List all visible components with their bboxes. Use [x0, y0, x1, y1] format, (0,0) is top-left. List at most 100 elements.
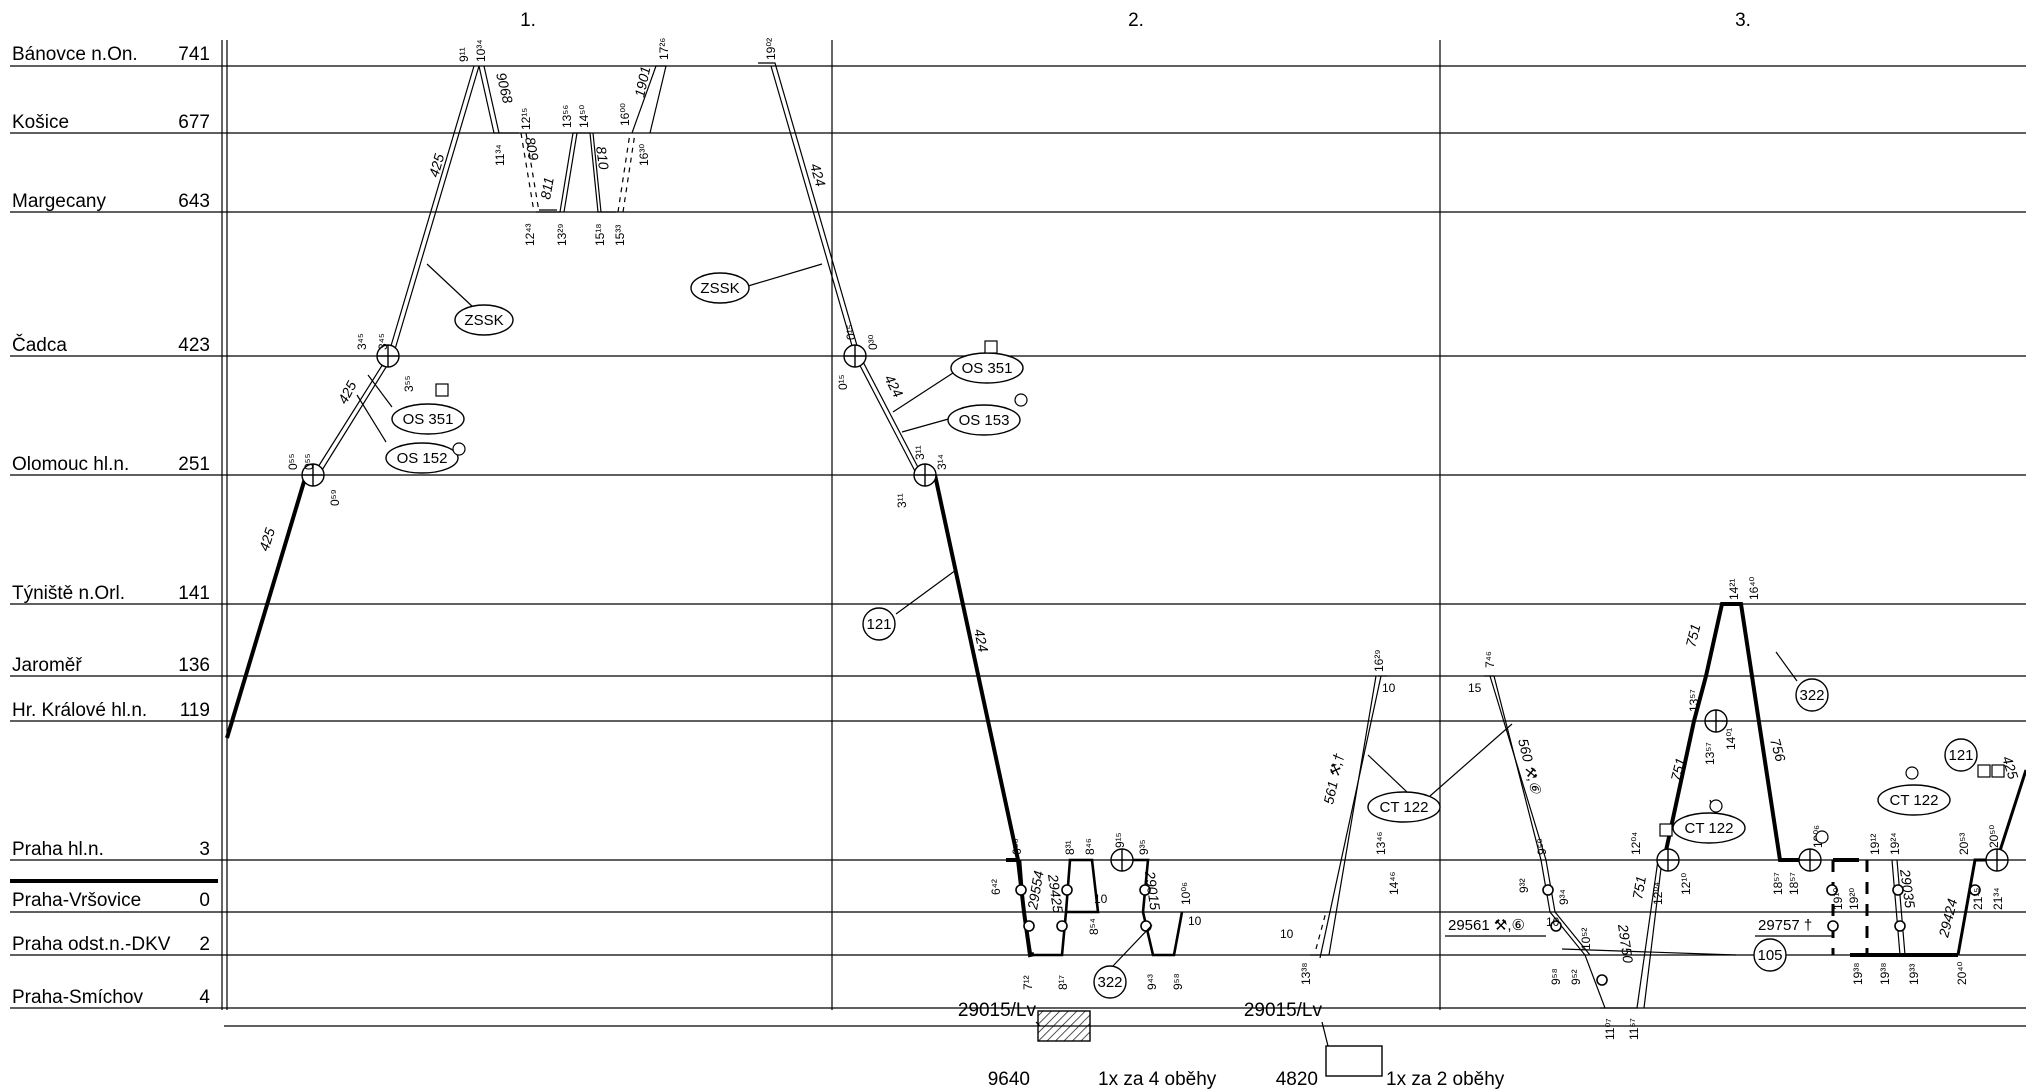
train-path-double: [1319, 675, 1382, 959]
time-label: 9¹¹: [457, 47, 471, 62]
station-km: 4: [199, 987, 210, 1008]
time-label: 8⁴⁶: [1083, 838, 1097, 855]
axis-lines: [221, 40, 1441, 1010]
train-path-bold: [1118, 858, 1184, 957]
time-label: 12⁰⁴: [1651, 882, 1665, 905]
bubble-label: 121: [866, 616, 891, 633]
station-name: Praha-Smíchov: [12, 987, 143, 1008]
bubble-label: CT 122: [1890, 792, 1939, 809]
time-label: 21¹⁵: [1971, 888, 1985, 910]
train-path-dashed: [617, 132, 631, 213]
train-number: 425: [426, 152, 448, 179]
station-name: Praha-Vršovice: [12, 890, 141, 911]
time-label: 9¹⁵: [1113, 832, 1127, 848]
time-label: 10: [1094, 892, 1108, 906]
day-headers: 1. 2. 3.: [520, 10, 1751, 31]
time-label: 9⁵⁸: [1171, 973, 1185, 990]
train-path-double: [1310, 675, 1377, 956]
train-number: 811: [537, 176, 557, 201]
train-path-double: [478, 65, 519, 134]
time-label: 14⁴⁶: [1387, 871, 1401, 895]
station-km: 677: [178, 112, 210, 133]
footer-train-ref: 29015/Lv: [958, 1000, 1037, 1021]
station-labels: Bánovce n.On. Košice Margecany Čadca Olo…: [12, 44, 210, 1008]
time-label: 9³⁴: [1557, 889, 1571, 905]
train-path-double: [758, 62, 923, 476]
time-label: 3¹¹: [913, 445, 927, 460]
footer-rule-text: 1x za 2 oběhy: [1386, 1069, 1505, 1090]
crossing-marks: [301, 344, 2009, 872]
station-name: Bánovce n.On.: [12, 44, 138, 65]
station-name: Praha odst.n.-DKV: [12, 934, 171, 955]
time-label: 10: [1188, 914, 1202, 928]
station-name: Týniště n.Orl.: [12, 583, 125, 604]
time-label: 16⁴⁰: [1747, 576, 1761, 600]
time-label: 13⁴⁶: [1374, 831, 1388, 855]
time-label: 19¹⁰: [1831, 888, 1845, 910]
bubble-label: OS 351: [962, 360, 1013, 377]
footer-count: 9640: [988, 1069, 1030, 1090]
bubble-label: 121: [1948, 747, 1973, 764]
bubble-label: ZSSK: [700, 280, 739, 297]
time-label: 0⁵⁵: [302, 453, 316, 470]
side-label: 29757 †: [1758, 917, 1812, 934]
station-km: 136: [178, 655, 210, 676]
train-number: 1901: [631, 65, 653, 99]
time-label: 0⁵⁹: [328, 489, 342, 506]
time-label: 20⁵³: [1957, 833, 1971, 855]
side-labels: 29561 ⚒,⑥ 29757 †: [1448, 917, 1812, 934]
time-label: 3⁴⁵: [376, 333, 390, 350]
time-label: 14⁵⁰: [577, 105, 591, 128]
train-number: 29035: [1897, 867, 1918, 909]
time-label: 0¹⁵: [844, 324, 858, 340]
train-number: 425: [256, 526, 279, 553]
train-path-double: [563, 132, 578, 213]
time-label: 10: [1280, 927, 1294, 941]
train-number: 29425: [1045, 872, 1066, 914]
time-label: 3¹⁴: [935, 454, 949, 470]
bubble-label: OS 153: [959, 412, 1010, 429]
train-number: 560 ⚒,⑥: [1515, 737, 1544, 797]
time-label: 16³⁰: [637, 144, 651, 166]
time-label: 3¹¹: [895, 493, 909, 508]
footer-connectors: [1035, 1021, 1329, 1047]
time-label: 19²⁰: [1847, 888, 1861, 910]
time-label: 9⁵⁸: [1549, 968, 1563, 985]
time-label: 17²⁶: [657, 38, 671, 60]
time-label: 10⁰⁶: [1179, 882, 1193, 905]
station-km: 3: [199, 839, 210, 860]
bubble-label: OS 152: [397, 450, 448, 467]
footer-rule-text: 1x za 4 oběhy: [1098, 1069, 1217, 1090]
time-label: 21³⁴: [1991, 888, 2005, 911]
time-label: 19¹²: [1868, 834, 1882, 855]
day-header: 3.: [1735, 10, 1751, 31]
train-number: 29015: [1142, 869, 1163, 911]
time-label: 0¹⁵: [836, 374, 850, 390]
bubble-label: CT 122: [1685, 820, 1734, 837]
train-path-dashed: [525, 132, 540, 213]
time-label: 8¹⁷: [1056, 975, 1070, 990]
time-label: 18⁵⁷: [1771, 872, 1785, 895]
day-header: 2.: [1128, 10, 1144, 31]
time-label: 11⁵⁷: [1627, 1018, 1641, 1040]
time-label: 13⁵⁶: [560, 105, 574, 128]
time-label: 19²⁴: [1888, 833, 1902, 856]
train-number: 29554: [1024, 869, 1047, 911]
time-label: 9⁵²: [1569, 969, 1583, 985]
time-label: 16²⁹: [1372, 650, 1386, 672]
time-label: 20⁴⁰: [1955, 961, 1969, 985]
bubble-texts: ZSSK OS 351 OS 152 ZSSK OS 351 OS 153 12…: [397, 280, 1974, 991]
time-label: 19³³: [1907, 964, 1921, 985]
train-number: 425: [335, 378, 360, 406]
time-label: 12¹⁰: [1679, 873, 1693, 895]
time-label: 9⁴³: [1145, 974, 1159, 990]
train-path-double: [483, 65, 500, 134]
station-km: 251: [178, 454, 210, 475]
day-markers: [435, 340, 2005, 844]
bubbles: [385, 272, 1978, 999]
time-label: 0⁵⁵: [286, 453, 300, 470]
train-number: 756: [1767, 736, 1789, 763]
time-label: 8⁵⁴: [1087, 918, 1101, 935]
train-number: 809: [522, 136, 542, 162]
time-label: 15¹⁸: [593, 224, 607, 246]
